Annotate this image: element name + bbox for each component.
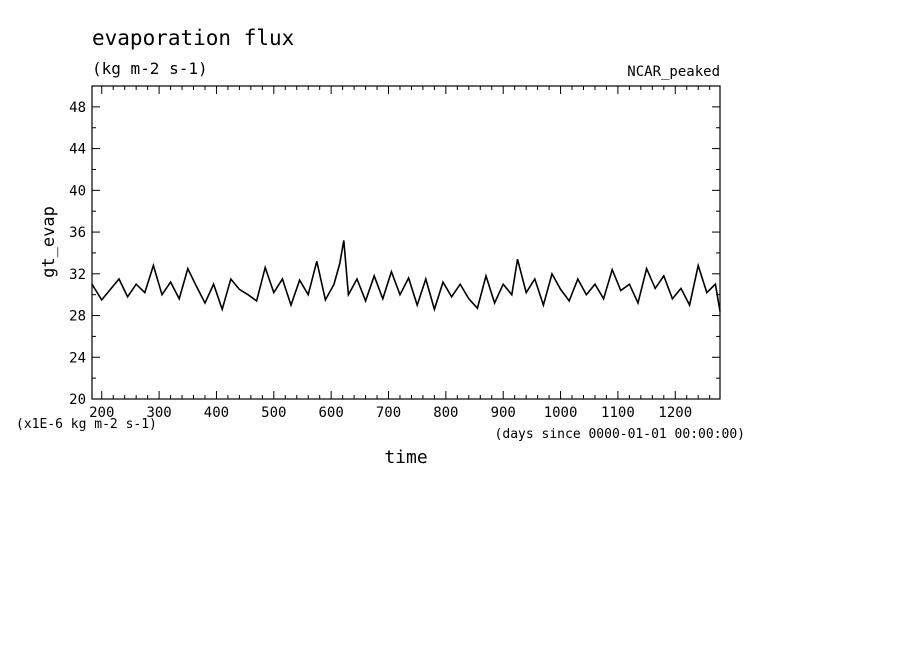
chart-title: evaporation flux [92, 26, 294, 50]
plot-frame [91, 85, 721, 400]
y-tick-label: 24 [69, 350, 86, 366]
y-tick-label: 28 [69, 309, 86, 325]
y-tick-label: 48 [69, 100, 86, 116]
x-tick-label: 200 [89, 405, 114, 421]
x-tick-label: 1100 [601, 405, 635, 421]
x-tick-label: 800 [433, 405, 458, 421]
x-tick-label: 700 [376, 405, 401, 421]
chart-subtitle: (kg m-2 s-1) [92, 59, 208, 78]
x-tick-label: 600 [319, 405, 344, 421]
x-tick-label: 1200 [658, 405, 692, 421]
x-tick-label: 400 [204, 405, 229, 421]
x-tick-label: 500 [261, 405, 286, 421]
x-axis-label: time [384, 447, 427, 468]
x-tick-label: 300 [146, 405, 171, 421]
y-tick-label: 32 [69, 267, 86, 283]
y-tick-label: 20 [69, 392, 86, 408]
x-tick-label: 900 [491, 405, 516, 421]
y-tick-label: 36 [69, 225, 86, 241]
y-axis-ticks: 20 24 28 32 36 40 44 48 [69, 100, 720, 408]
dataset-label: NCAR_peaked [627, 64, 720, 80]
x-tick-label: 1000 [544, 405, 578, 421]
x-axis-units: (days since 0000-01-01 00:00:00) [495, 427, 745, 442]
series-line [91, 240, 721, 313]
y-tick-label: 44 [69, 142, 86, 158]
y-axis-label: gt_evap [39, 206, 59, 278]
x-axis-ticks: 200 300 400 500 600 700 800 900 1000 1100 1200 [89, 86, 711, 421]
y-tick-label: 40 [69, 183, 86, 199]
y-axis-units: (x1E-6 kg m-2 s-1) [16, 417, 157, 432]
